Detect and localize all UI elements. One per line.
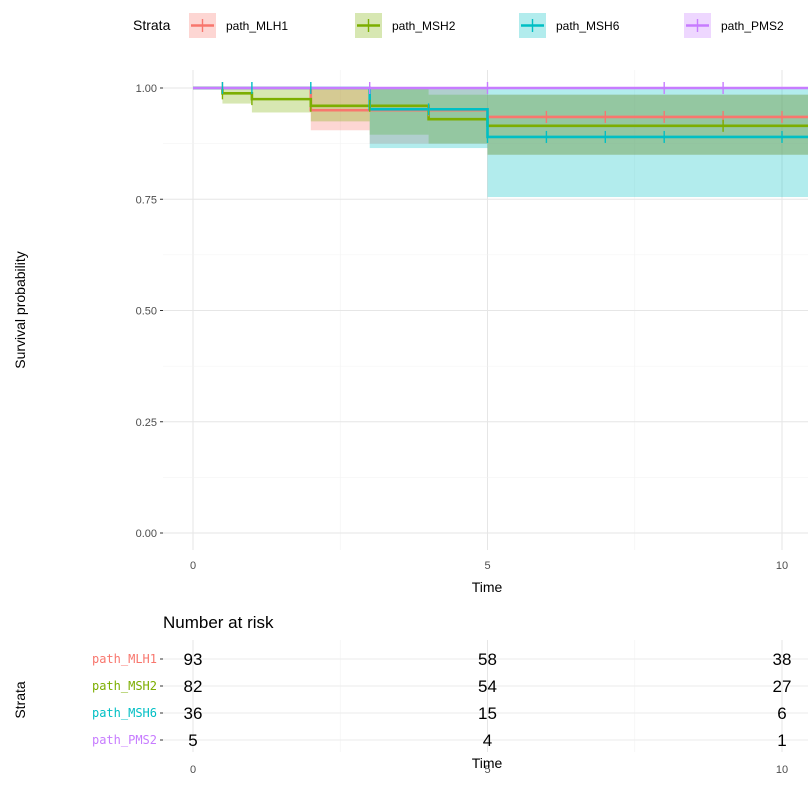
risk-count-path-mlh1: 93 [184,650,203,669]
risk-strata-label-path-msh6: path_MSH6 [92,706,157,720]
risk-count-path-msh6: 15 [478,704,497,723]
risk-table-title: Number at risk [163,613,274,632]
y-tick-label: 0.00 [136,528,157,540]
legend-label: path_MSH2 [392,19,456,33]
risk-x-tick-label: 10 [776,764,788,776]
y-tick-label: 0.75 [136,194,157,206]
x-tick-label: 10 [776,560,788,572]
confidence-bands [222,88,808,198]
x-tick-label: 5 [484,560,490,572]
y-tick-label: 0.25 [136,417,157,429]
risk-count-path-mlh1: 38 [773,650,792,669]
risk-count-path-pms2: 1 [777,731,786,750]
path-msh2-ci-band [222,88,252,104]
legend-title: Strata [133,17,171,33]
risk-count-path-msh2: 27 [773,677,792,696]
risk-strata-label-path-msh2: path_MSH2 [92,679,157,693]
legend: Strata path_MLH1 path_MSH2 path_MSH6 path_P… [133,13,784,38]
risk-strata-label-path-pms2: path_PMS2 [92,733,157,747]
legend-item-path-mlh1: path_MLH1 [189,13,288,38]
legend-item-path-msh6: path_MSH6 [519,13,620,38]
path-msh6-ci-band [487,88,808,198]
legend-item-path-msh2: path_MSH2 [355,13,456,38]
x-tick-label: 0 [190,560,196,572]
risk-count-path-pms2: 4 [483,731,492,750]
y-tick-label: 0.50 [136,306,157,318]
risk-table-grid [160,640,808,752]
risk-count-path-msh6: 36 [184,704,203,723]
plot-axes: 0.00 0.25 0.50 0.75 1.00 0 5 10 [136,83,789,572]
legend-item-path-pms2: path_PMS2 [684,13,784,38]
y-tick-label: 1.00 [136,83,157,95]
censor-marks [221,82,783,143]
x-axis-title: Time [472,579,503,595]
risk-strata-label-path-mlh1: path_MLH1 [92,652,157,666]
risk-count-path-msh6: 6 [777,704,786,723]
risk-count-path-msh2: 82 [184,677,203,696]
risk-count-path-msh2: 54 [478,677,497,696]
legend-label: path_PMS2 [721,19,784,33]
legend-label: path_MLH1 [226,19,288,33]
y-axis-title: Survival probability [12,251,28,369]
risk-count-path-pms2: 5 [188,731,197,750]
risk-table-x-title: Time [472,755,503,771]
risk-x-tick-label: 0 [190,764,196,776]
risk-table-y-title: Strata [12,681,28,719]
legend-label: path_MSH6 [556,19,620,33]
risk-count-path-mlh1: 58 [478,650,497,669]
risk-x-tick-label: 5 [484,764,490,776]
